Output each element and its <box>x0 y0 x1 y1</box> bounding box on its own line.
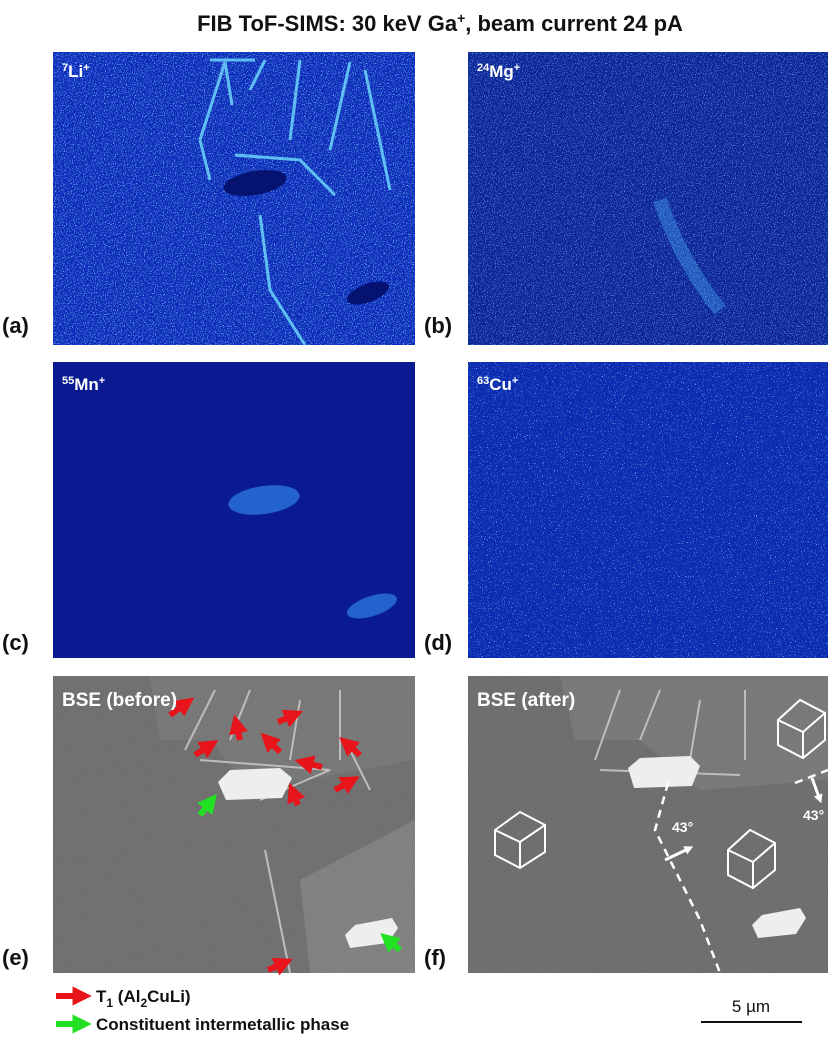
charge: + <box>99 375 105 387</box>
page: {"title": {"text": "FIB ToF-SIMS: 30 keV… <box>0 0 828 1037</box>
charge: + <box>514 62 520 74</box>
panel-c: 55Mn+ <box>53 362 415 658</box>
panel-tag: BSE (after) <box>477 690 575 711</box>
legend-text: (Al <box>113 987 140 1006</box>
title-sup: + <box>457 10 465 26</box>
title-rest: , beam current 24 pA <box>465 11 683 36</box>
legend-text: Constituent intermetallic phase <box>96 1015 349 1034</box>
element: Mg <box>489 62 514 81</box>
panel-label: (f) <box>424 945 446 970</box>
legend-entry: T1 (Al2CuLi) <box>96 987 191 1010</box>
charge: + <box>83 62 89 74</box>
map-noise <box>468 362 828 658</box>
mass: 55 <box>62 375 74 387</box>
inclusion <box>218 768 292 800</box>
scale-bar-label: 5 µm <box>732 997 770 1016</box>
panel-e: BSE (before) <box>53 676 415 973</box>
map-noise <box>468 52 828 345</box>
element: Cu <box>489 375 512 394</box>
panel-b: 24Mg+ <box>468 52 828 345</box>
panel-label: (d) <box>424 630 452 655</box>
legend-text: T <box>96 987 107 1006</box>
panel-label: (e) <box>2 945 29 970</box>
legend-entry: Constituent intermetallic phase <box>96 1015 349 1034</box>
panel-label: (c) <box>2 630 29 655</box>
element: Mn <box>74 375 99 394</box>
element: Li <box>68 62 83 81</box>
inclusion <box>628 756 700 788</box>
angle-label: 43° <box>672 819 693 835</box>
panel-f: 43° 43° BSE (after) <box>468 676 828 973</box>
panel-label: (b) <box>424 313 452 338</box>
charge: + <box>512 375 518 387</box>
panel-tag: BSE (before) <box>62 690 177 711</box>
figure: FIB ToF-SIMS: 30 keV Ga+, beam current 2… <box>0 0 828 1037</box>
title-text: FIB ToF-SIMS: 30 keV Ga <box>197 11 458 36</box>
legend-text: CuLi) <box>147 987 190 1006</box>
panel-d: 63Cu+ <box>468 362 828 658</box>
mass: 63 <box>477 375 489 387</box>
mass: 24 <box>477 62 490 74</box>
title: FIB ToF-SIMS: 30 keV Ga+, beam current 2… <box>197 10 683 36</box>
panel-label: (a) <box>2 313 29 338</box>
panel-a: 7Li+ <box>53 52 415 345</box>
angle-label: 43° <box>803 807 824 823</box>
